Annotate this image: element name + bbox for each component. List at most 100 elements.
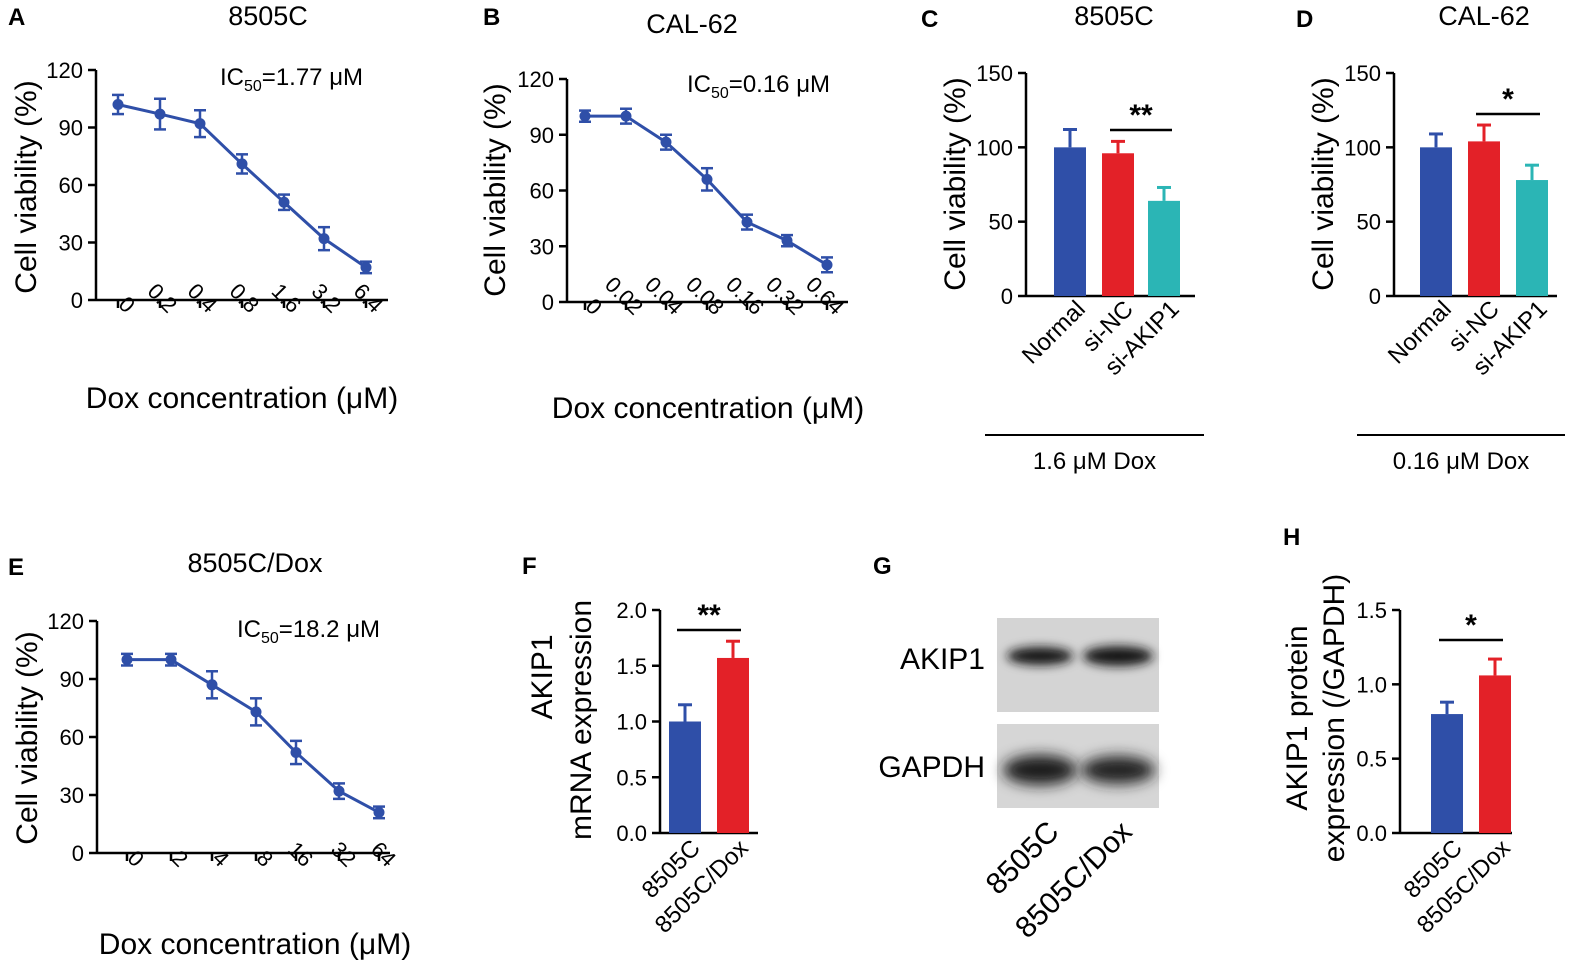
x-tick-label-b-2: 0.04: [640, 272, 688, 320]
data-point-b-4: [741, 216, 753, 228]
chart-title-c: 8505C: [1074, 1, 1154, 31]
group-label-d: 0.16 μM Dox: [1393, 448, 1530, 475]
x-tick-label-e-1: 2: [167, 845, 193, 871]
x-tick-label-b-3: 0.08: [681, 272, 729, 320]
y-tick-label-f-1: 0.5: [616, 765, 647, 790]
significance-marker-c: **: [1129, 99, 1153, 132]
data-point-e-2: [206, 679, 218, 691]
y-tick-label-a-3: 90: [59, 116, 83, 141]
panel-label-h: H: [1283, 524, 1300, 551]
data-point-a-2: [194, 118, 206, 130]
y-tick-label-e-2: 60: [60, 725, 84, 750]
data-point-b-2: [660, 136, 672, 148]
x-tick-label-e-5: 32: [326, 837, 361, 872]
y-tick-label-f-0: 0.0: [616, 821, 647, 846]
blot-band-gapdh-lane2: [1081, 756, 1155, 784]
blot-band-akip1-lane2: [1083, 646, 1153, 666]
y-tick-label-h-2: 1.0: [1356, 672, 1387, 697]
y-tick-label-d-0: 0: [1369, 284, 1381, 309]
bar-h-1: [1479, 675, 1511, 833]
data-point-e-6: [373, 806, 385, 818]
data-point-b-3: [701, 173, 713, 185]
y-axis-label-f-0: AKIP1: [526, 634, 559, 719]
data-point-e-0: [121, 654, 133, 666]
y-tick-label-e-0: 0: [72, 841, 84, 866]
chart-title-e: 8505C/Dox: [187, 548, 323, 578]
data-point-e-3: [250, 706, 262, 718]
panel-label-b: B: [483, 4, 500, 31]
y-tick-label-a-2: 60: [59, 173, 83, 198]
bar-d-0: [1420, 147, 1452, 296]
x-tick-label-a-6: 6.4: [349, 278, 388, 317]
blot-band-akip1-lane1: [1007, 647, 1073, 665]
chart-title-d: CAL-62: [1438, 1, 1530, 31]
ic50-annotation-a: IC50=1.77 μM: [220, 64, 363, 95]
chart-title-b: CAL-62: [646, 9, 738, 39]
data-point-a-5: [318, 233, 330, 245]
bar-d-2: [1516, 180, 1548, 296]
significance-marker-h: *: [1465, 609, 1477, 642]
y-tick-label-f-3: 1.5: [616, 654, 647, 679]
y-tick-label-a-1: 30: [59, 231, 83, 256]
x-tick-label-e-3: 8: [252, 845, 278, 871]
x-tick-label-a-1: 0.2: [143, 278, 182, 317]
y-tick-label-d-2: 100: [1344, 135, 1381, 160]
panel-label-g: G: [873, 553, 892, 580]
y-tick-label-a-0: 0: [71, 288, 83, 313]
data-point-e-1: [165, 654, 177, 666]
y-tick-label-h-3: 1.5: [1356, 598, 1387, 623]
y-tick-label-d-3: 150: [1344, 61, 1381, 86]
y-tick-label-c-0: 0: [1001, 284, 1013, 309]
panel-g-western-blot: G AKIP1 GAPDH 8505C 8505C/Dox: [873, 553, 1159, 945]
y-axis-label-a: Cell viability (%): [10, 80, 43, 293]
data-point-e-4: [290, 746, 302, 758]
x-tick-label-a-3: 0.8: [225, 278, 264, 317]
y-tick-label-e-1: 30: [60, 783, 84, 808]
y-tick-label-c-2: 100: [976, 135, 1013, 160]
x-tick-label-a-4: 1.6: [267, 278, 306, 317]
blot-membrane-akip1: [997, 618, 1159, 712]
ic50-annotation-b: IC50=0.16 μM: [687, 71, 830, 102]
ic50-annotation-e: IC50=18.2 μM: [237, 616, 380, 647]
x-tick-label-b-0: 0: [581, 293, 607, 319]
panel-label-a: A: [8, 4, 25, 31]
data-point-a-4: [278, 196, 290, 208]
panel-label-c: C: [921, 6, 938, 33]
x-tick-label-b-4: 0.16: [721, 272, 769, 320]
bar-c-2: [1148, 200, 1180, 296]
y-tick-label-b-3: 90: [530, 123, 554, 148]
x-tick-label-e-0: 0: [123, 845, 149, 871]
data-point-a-3: [236, 158, 248, 170]
data-point-b-5: [781, 235, 793, 247]
data-point-b-6: [821, 259, 833, 271]
x-category-label-c-0: Normal: [1017, 296, 1091, 370]
x-axis-label-e: Dox concentration (μM): [99, 928, 411, 961]
y-tick-label-h-0: 0.0: [1356, 821, 1387, 846]
x-tick-label-b-1: 0.02: [600, 272, 648, 320]
y-axis-label-e: Cell viability (%): [11, 631, 44, 844]
data-point-b-0: [579, 110, 591, 122]
panel-label-f: F: [522, 553, 537, 580]
significance-marker-f: **: [697, 599, 721, 632]
data-point-a-6: [360, 261, 372, 273]
significance-marker-d: *: [1502, 83, 1514, 116]
x-tick-label-a-2: 0.4: [183, 278, 222, 317]
bar-h-0: [1431, 714, 1463, 833]
blot-row-label-akip1: AKIP1: [900, 643, 985, 676]
y-tick-label-c-1: 50: [989, 210, 1013, 235]
x-category-label-d-0: Normal: [1383, 296, 1457, 370]
bar-c-1: [1102, 153, 1134, 296]
x-axis-label-b: Dox concentration (μM): [552, 392, 864, 425]
y-axis-label-d: Cell viability (%): [1307, 77, 1340, 290]
bar-f-0: [669, 721, 701, 833]
chart-title-a: 8505C: [228, 1, 308, 31]
bar-c-0: [1054, 147, 1086, 296]
y-tick-label-e-4: 120: [47, 609, 84, 634]
y-axis-label-f-1: mRNA expression: [565, 600, 598, 840]
